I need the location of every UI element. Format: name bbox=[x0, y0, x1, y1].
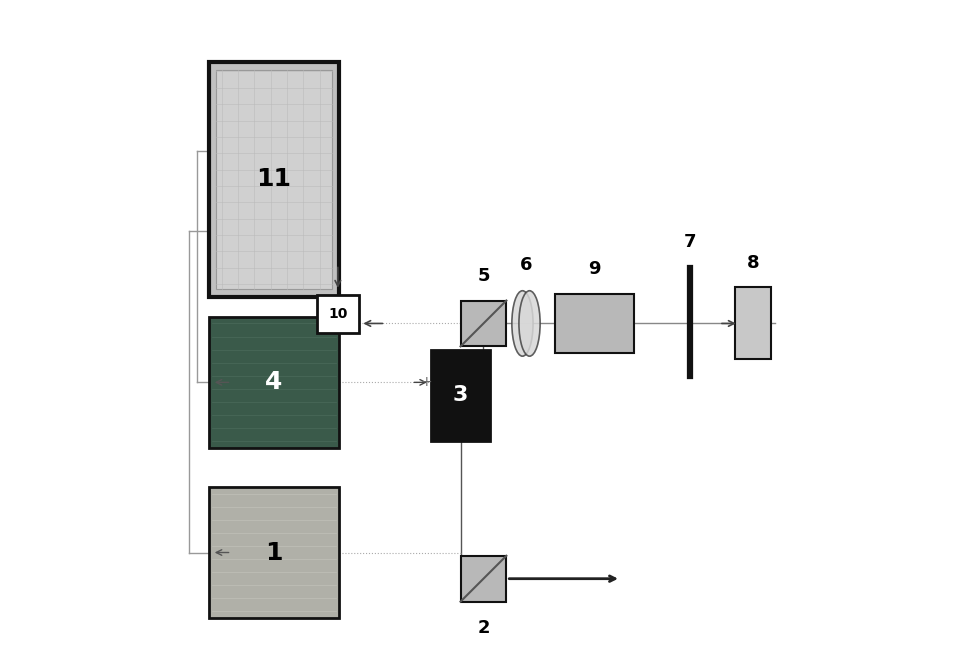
Text: 9: 9 bbox=[588, 260, 601, 278]
Text: 8: 8 bbox=[747, 253, 760, 272]
Text: 7: 7 bbox=[683, 233, 696, 251]
Text: 5: 5 bbox=[477, 267, 490, 284]
Bar bbox=[209, 487, 339, 618]
Text: 1: 1 bbox=[266, 541, 283, 564]
Bar bbox=[431, 350, 490, 442]
Text: 10: 10 bbox=[328, 308, 348, 321]
Text: 4: 4 bbox=[266, 370, 282, 395]
Text: +: + bbox=[420, 376, 431, 389]
Bar bbox=[556, 294, 634, 353]
Ellipse shape bbox=[519, 291, 540, 356]
Bar bbox=[209, 317, 339, 447]
Text: 3: 3 bbox=[453, 385, 468, 405]
Text: 6: 6 bbox=[519, 255, 532, 273]
Text: 11: 11 bbox=[257, 168, 291, 191]
Bar bbox=[461, 300, 507, 346]
Text: 2: 2 bbox=[477, 619, 490, 637]
Ellipse shape bbox=[512, 291, 533, 356]
Bar bbox=[735, 288, 771, 360]
Bar bbox=[209, 61, 339, 297]
Bar bbox=[217, 69, 331, 290]
Bar bbox=[317, 295, 359, 333]
Bar bbox=[461, 556, 507, 602]
